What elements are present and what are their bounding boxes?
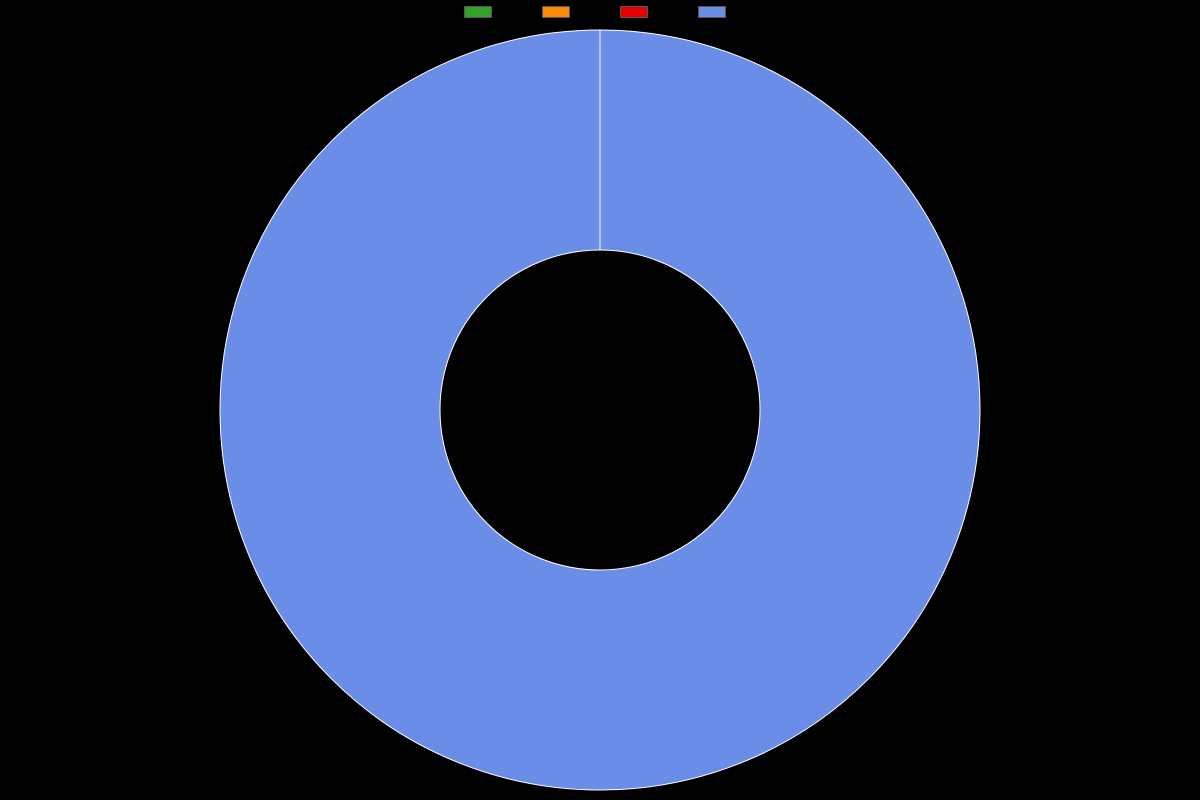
donut-chart	[0, 0, 1200, 800]
donut-hole	[440, 250, 760, 570]
donut-chart-wrap	[0, 0, 1200, 800]
chart-page	[0, 0, 1200, 800]
